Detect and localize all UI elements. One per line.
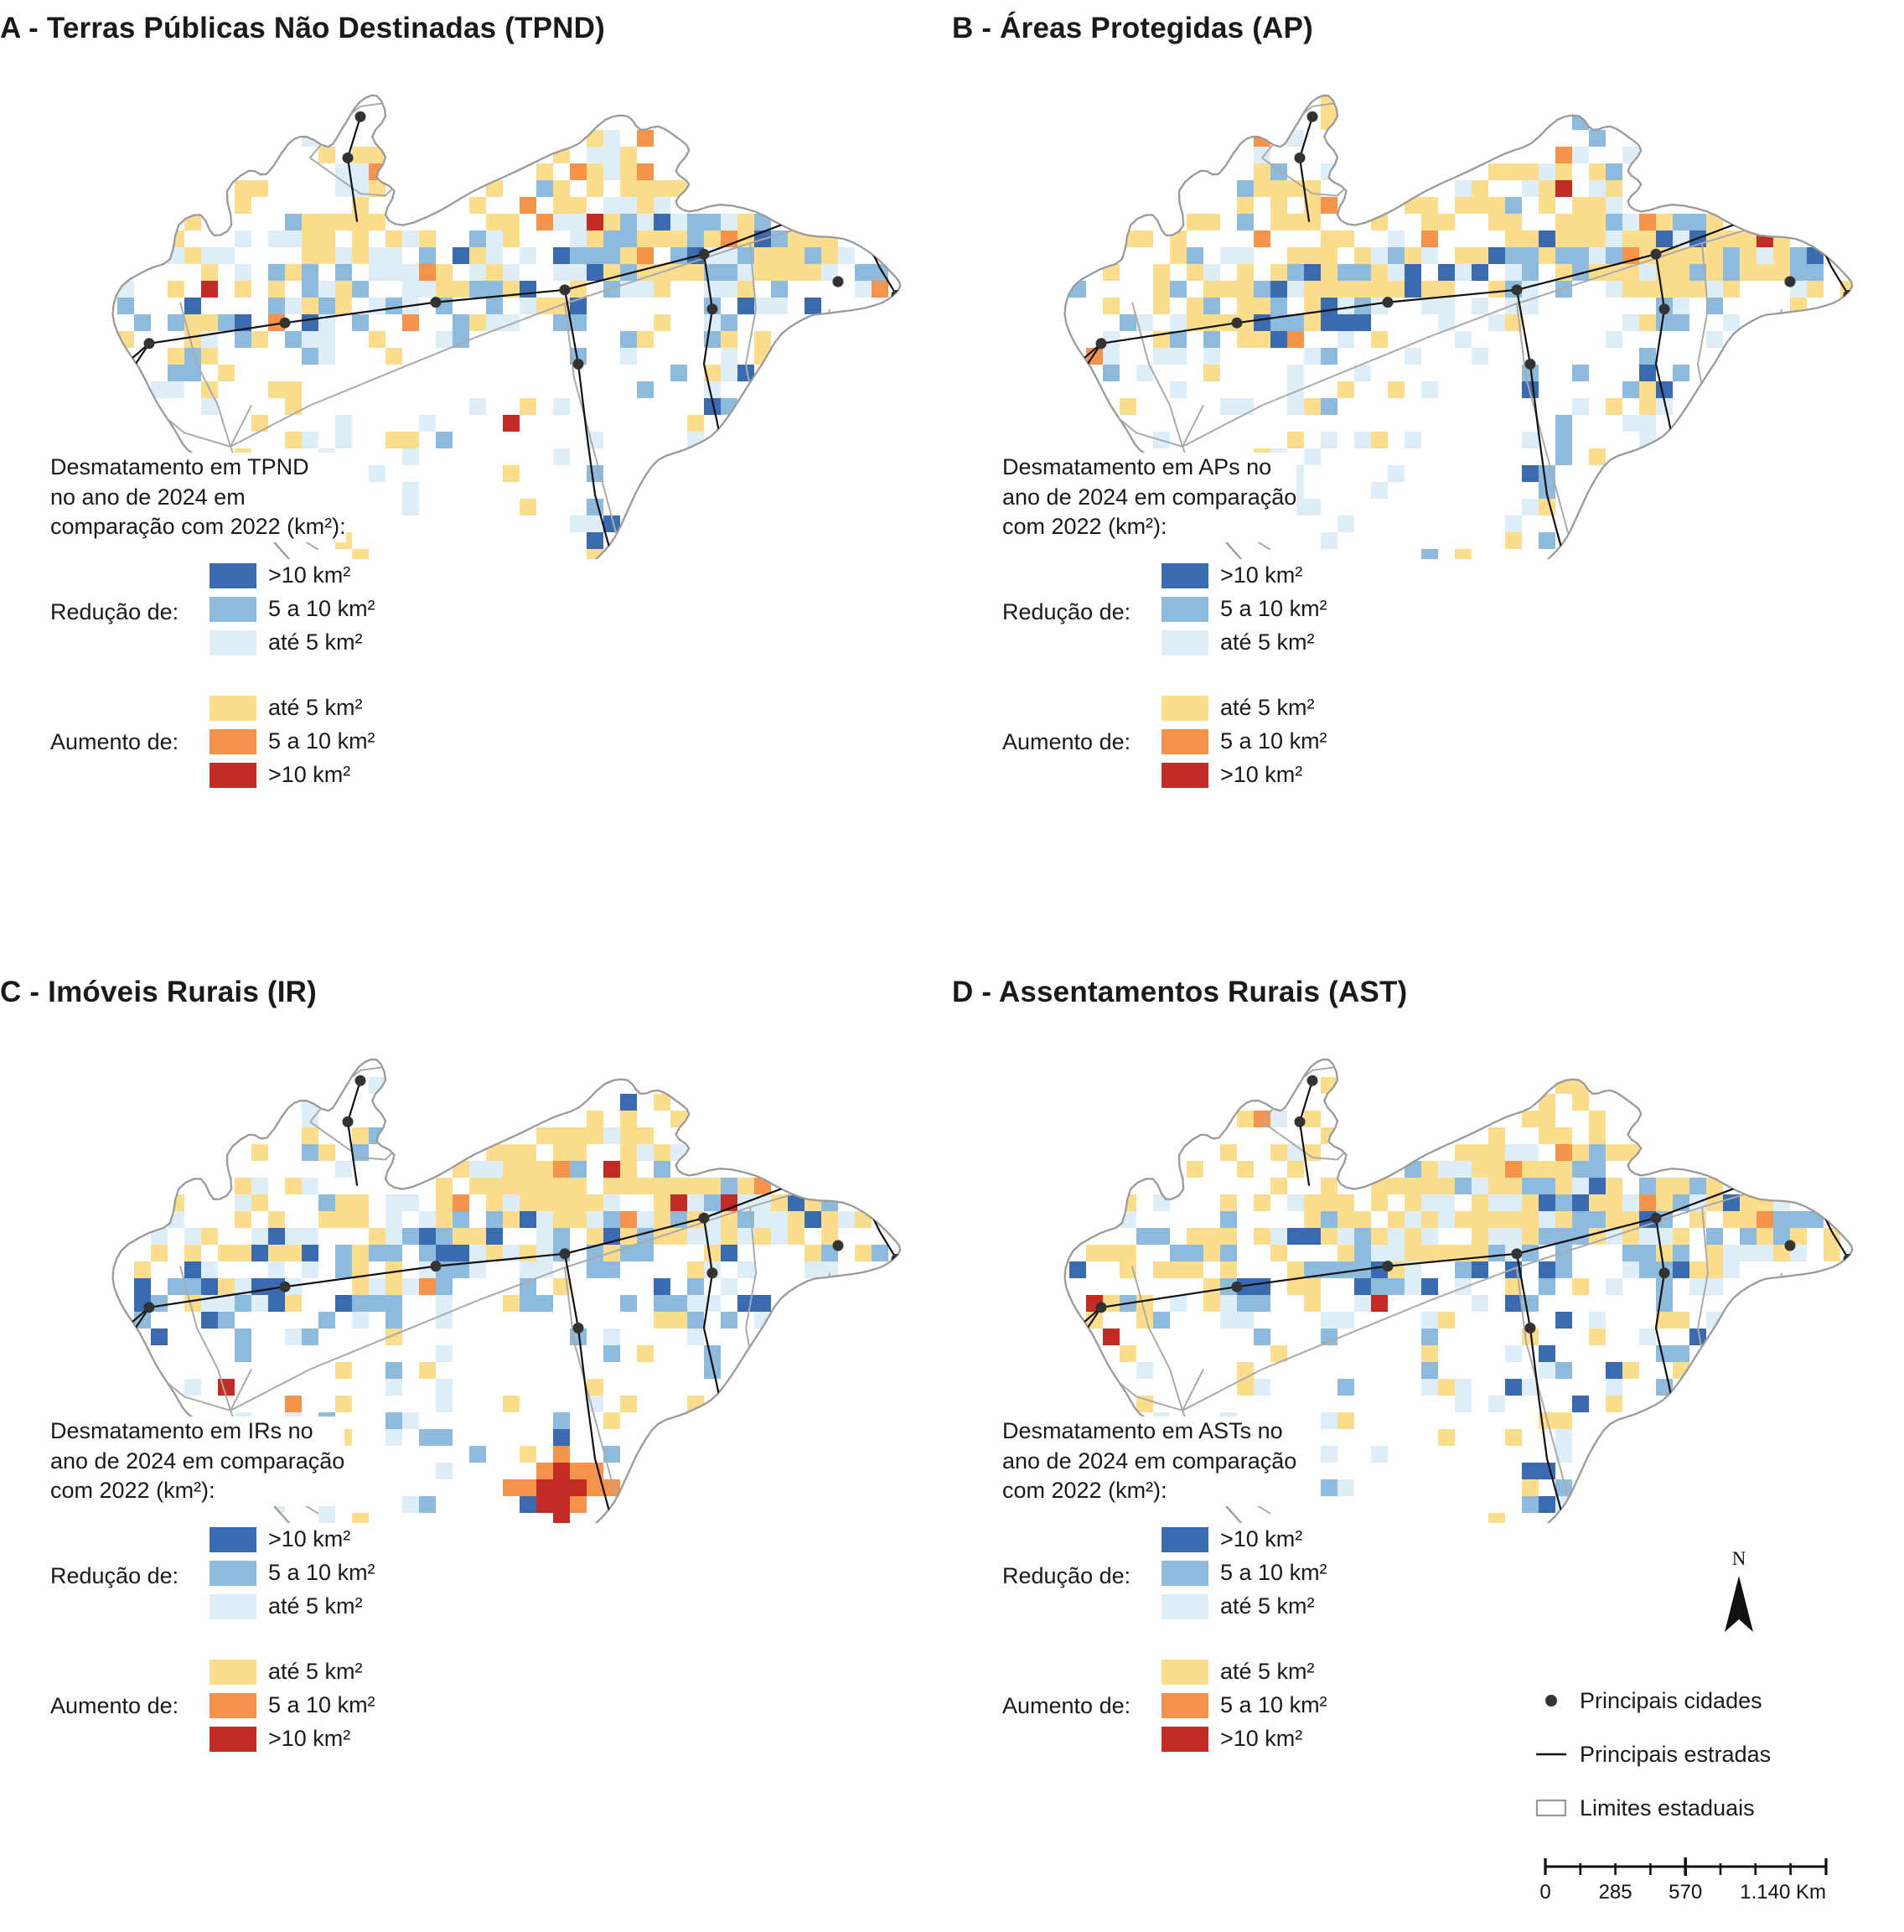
svg-text:1.140 Km: 1.140 Km xyxy=(1740,1881,1826,1904)
svg-text:570: 570 xyxy=(1669,1881,1702,1904)
svg-text:0: 0 xyxy=(1539,1881,1550,1904)
svg-text:285: 285 xyxy=(1599,1881,1632,1904)
svg-text:N: N xyxy=(1732,1548,1746,1569)
